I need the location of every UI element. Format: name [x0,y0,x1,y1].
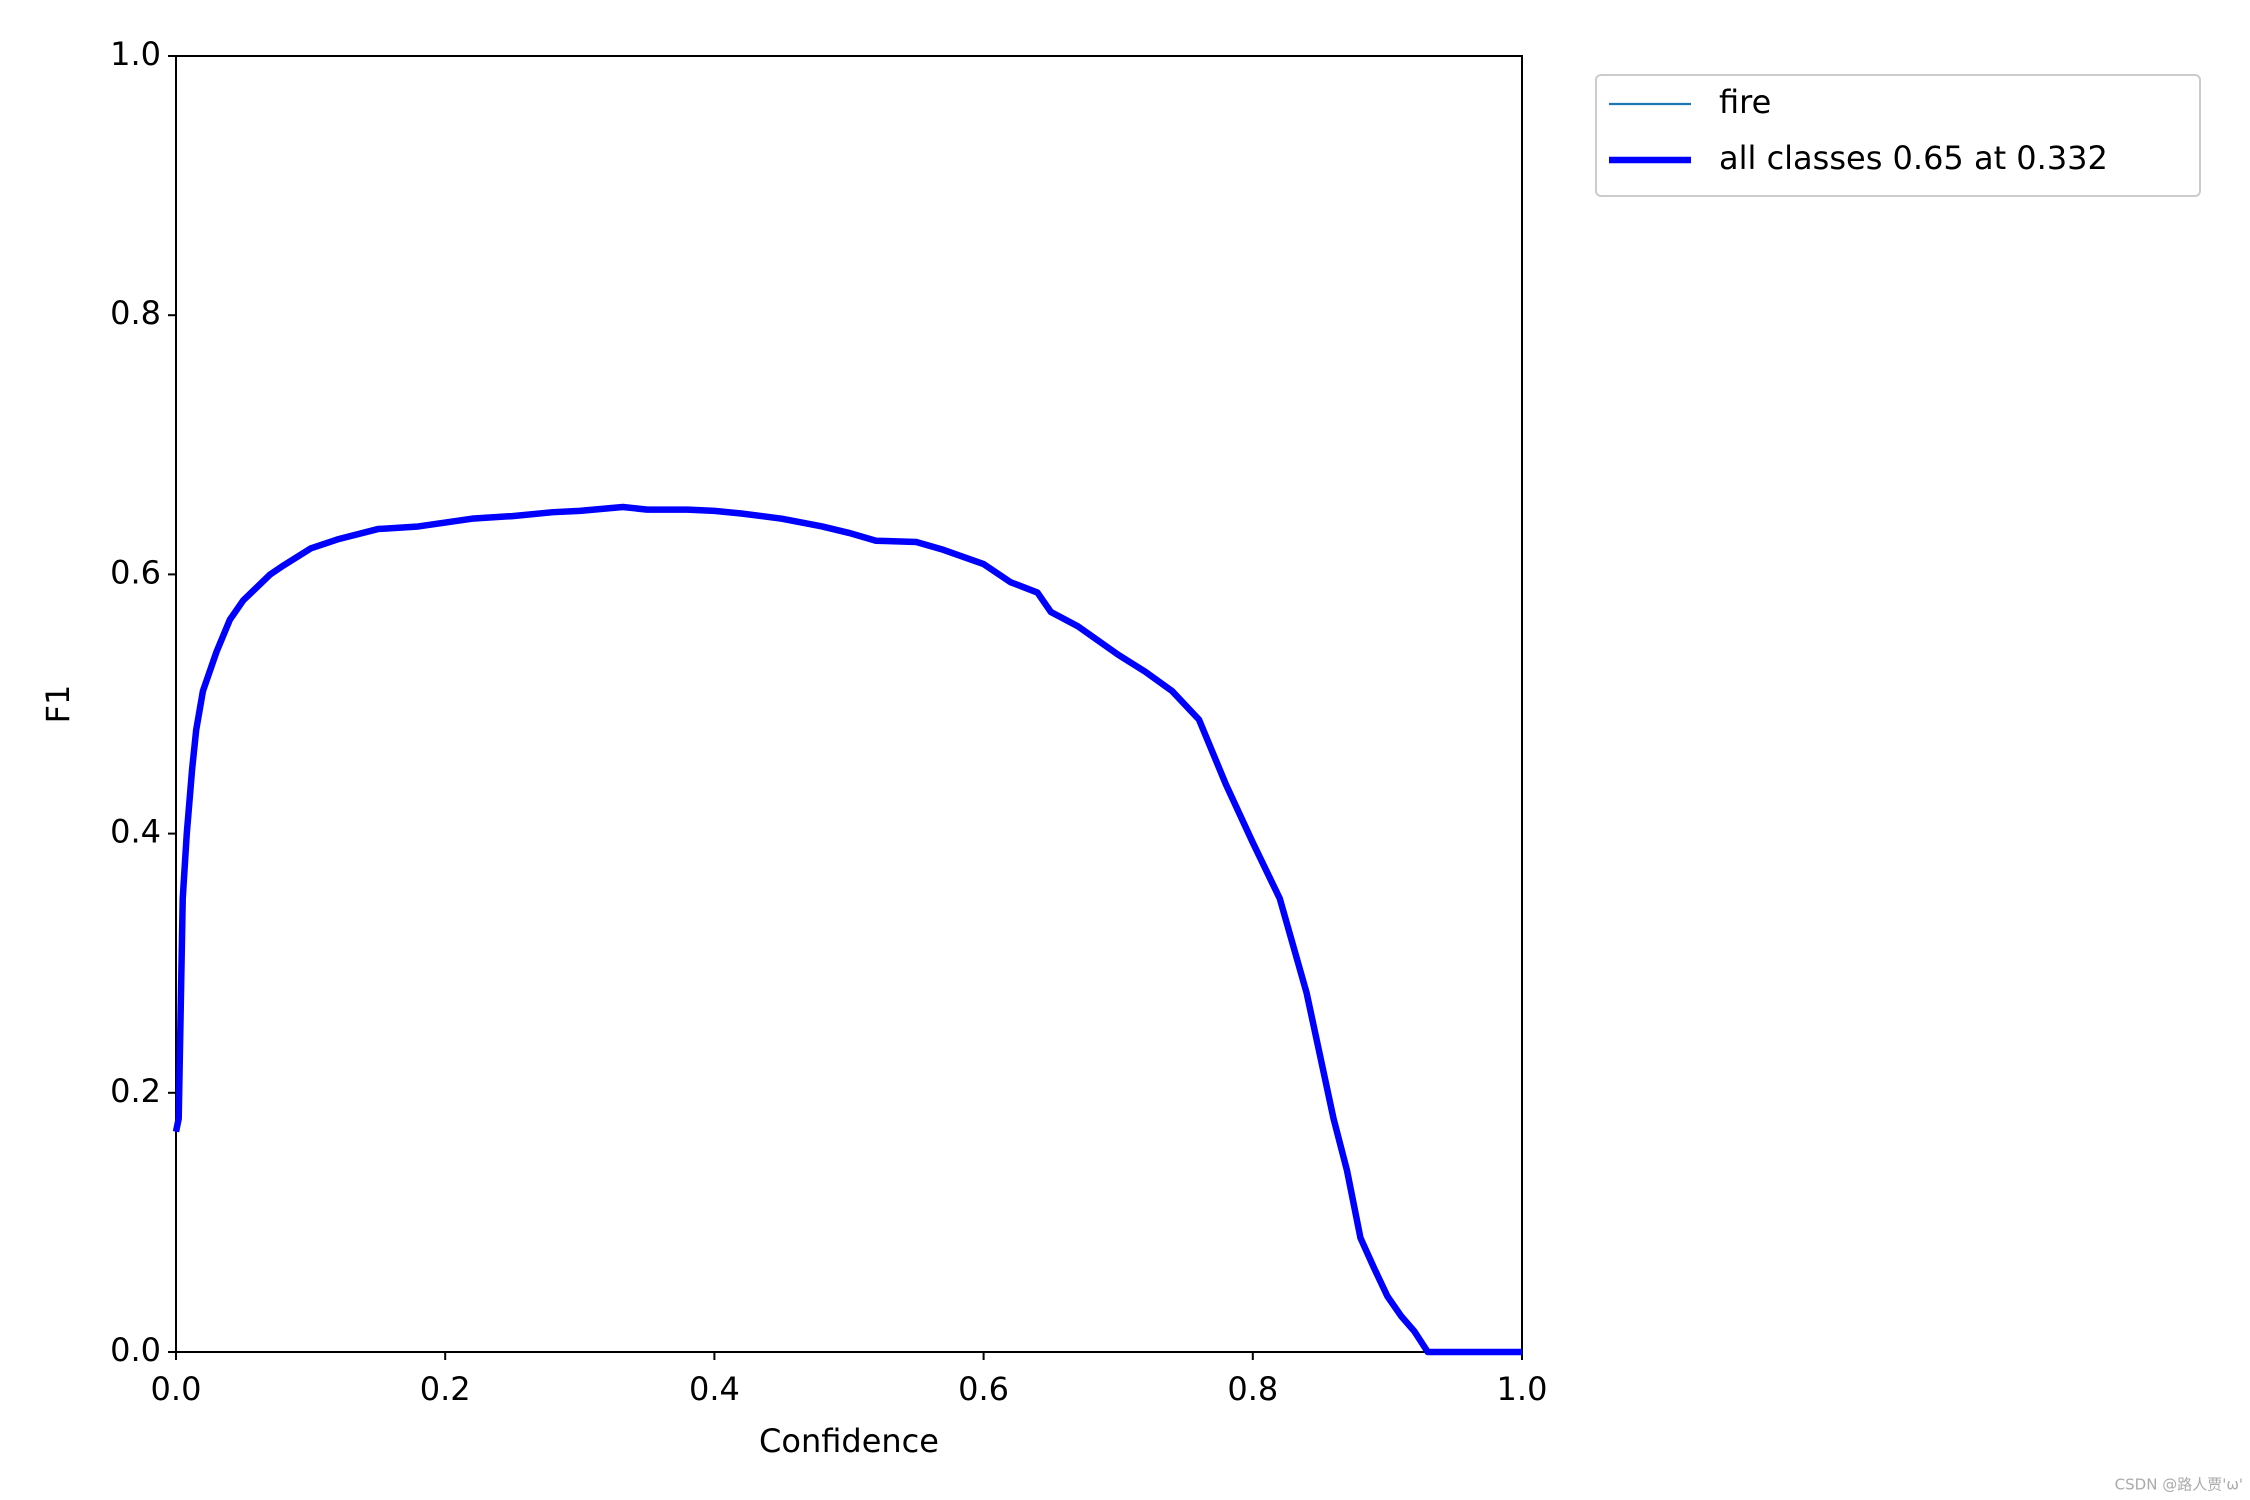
series-line [172,503,1522,1356]
y-tick-label: 1.0 [110,35,161,73]
x-tick-label: 1.0 [1497,1370,1548,1408]
legend-label: all classes 0.65 at 0.332 [1719,139,2108,177]
series-line [174,505,1522,1354]
y-tick-label: 0.4 [110,813,161,851]
y-tick-label: 0.8 [110,294,161,332]
y-tick-label: 0.2 [110,1072,161,1110]
x-tick-label: 0.6 [958,1370,1009,1408]
axes-frame [175,55,1523,1353]
y-axis-label: F1 [39,685,77,724]
x-axis-label: Confidence [759,1422,939,1460]
x-tick-label: 0.2 [420,1370,471,1408]
x-tick-label: 0.8 [1227,1370,1278,1408]
x-tick-label: 0.0 [151,1370,202,1408]
x-tick-label: 0.4 [689,1370,740,1408]
legend [1595,74,2201,197]
y-tick-label: 0.6 [110,553,161,591]
legend-label: fire [1719,83,1771,121]
y-tick-label: 0.0 [110,1331,161,1369]
watermark: CSDN @路人贾'ω' [2115,1476,2243,1494]
